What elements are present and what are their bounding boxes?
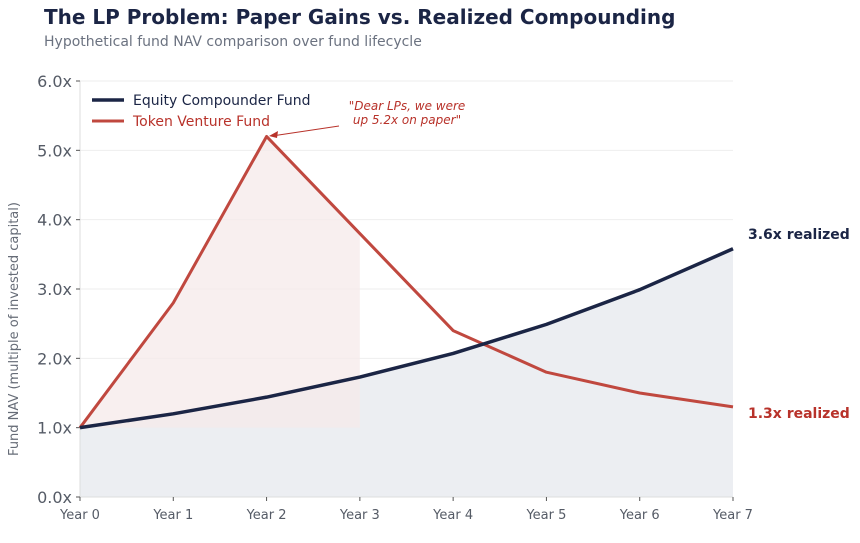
equity-area-fill	[80, 248, 733, 497]
x-tick-label: Year 4	[432, 508, 473, 523]
chart-subtitle: Hypothetical fund NAV comparison over fu…	[44, 34, 422, 50]
annotation-line-2: up 5.2x on paper"	[353, 113, 461, 127]
token-end-label: 1.3x realized	[748, 406, 850, 422]
y-tick-label: 0.0x	[37, 488, 72, 507]
x-tick-label: Year 6	[619, 508, 660, 523]
x-tick-label: Year 5	[525, 508, 566, 523]
x-tick-label: Year 2	[246, 508, 287, 523]
equity-compounder-fund-line	[79, 247, 734, 430]
token-paper-gains-fill	[80, 136, 360, 428]
y-tick-label: 1.0x	[37, 419, 72, 438]
annotation-line-1: "Dear LPs, we were	[349, 99, 466, 113]
y-axis-label: Fund NAV (multiple of invested capital)	[7, 202, 22, 456]
y-tick-label: 6.0x	[37, 72, 72, 91]
x-tick-label: Year 0	[59, 508, 100, 523]
legend-label-token: Token Venture Fund	[132, 114, 270, 130]
x-tick-label: Year 1	[152, 508, 193, 523]
y-tick-label: 5.0x	[37, 141, 72, 160]
legend-label-equity: Equity Compounder Fund	[133, 93, 311, 109]
annotation-arrow	[271, 125, 340, 137]
equity-end-label: 3.6x realized	[748, 227, 850, 243]
token-venture-fund-line	[78, 134, 734, 429]
chart-title: The LP Problem: Paper Gains vs. Realized…	[44, 5, 676, 29]
x-tick-label: Year 3	[339, 508, 380, 523]
y-tick-label: 4.0x	[37, 211, 72, 230]
x-tick-label: Year 7	[712, 508, 753, 523]
y-tick-label: 2.0x	[37, 349, 72, 368]
annotation-arrowhead	[269, 131, 278, 138]
y-tick-label: 3.0x	[37, 280, 72, 299]
